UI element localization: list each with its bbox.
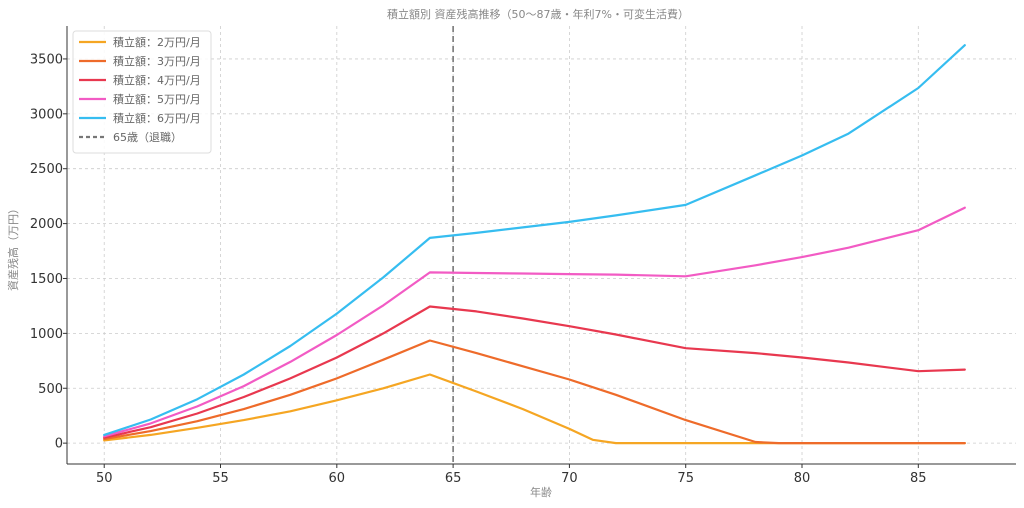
y-tick-label: 2000 bbox=[30, 217, 63, 232]
series-line bbox=[103, 44, 966, 436]
x-tick-label: 85 bbox=[910, 471, 927, 486]
legend-label: 積立額：2万円/月 bbox=[113, 35, 201, 49]
legend-label: 積立額：6万円/月 bbox=[113, 111, 201, 125]
tick-labels: 50 55 60 65 70 75 80 85 0 500 1000 1500 2000 2500 3000… bbox=[30, 52, 927, 486]
legend-label: 積立額：5万円/月 bbox=[113, 92, 201, 106]
series-layer bbox=[103, 44, 966, 445]
legend-box bbox=[72, 30, 212, 154]
y-tick-label: 1500 bbox=[30, 272, 63, 287]
legend-label: 積立額：3万円/月 bbox=[113, 54, 201, 68]
y-tick-label: 500 bbox=[38, 382, 63, 397]
series-line bbox=[103, 305, 966, 439]
y-tick-label: 0 bbox=[55, 437, 63, 452]
x-tick-label: 50 bbox=[96, 471, 113, 486]
y-tick-label: 3000 bbox=[30, 107, 63, 122]
legend-label: 積立額：4万円/月 bbox=[113, 73, 201, 87]
legend-label: 65歳（退職） bbox=[113, 131, 182, 144]
chart-title: 積立額別 資産残高推移（50〜87歳・年利7%・可変生活費） bbox=[387, 7, 689, 21]
y-tick-label: 2500 bbox=[30, 162, 63, 177]
series-line bbox=[103, 373, 966, 445]
x-axis-label: 年齢 bbox=[530, 485, 552, 499]
axes bbox=[63, 26, 1016, 468]
x-tick-label: 80 bbox=[794, 471, 811, 486]
y-tick-label: 1000 bbox=[30, 327, 63, 342]
x-tick-label: 70 bbox=[561, 471, 578, 486]
y-axis-label: 資産残高（万円） bbox=[6, 203, 20, 291]
y-tick-label: 3500 bbox=[30, 52, 63, 67]
x-tick-label: 60 bbox=[329, 471, 346, 486]
legend: 積立額：2万円/月積立額：3万円/月積立額：4万円/月積立額：5万円/月積立額：… bbox=[72, 30, 212, 154]
x-tick-label: 55 bbox=[212, 471, 229, 486]
series-line bbox=[103, 339, 966, 445]
x-tick-label: 65 bbox=[445, 471, 462, 486]
series-line bbox=[103, 206, 966, 438]
x-tick-label: 75 bbox=[677, 471, 694, 486]
